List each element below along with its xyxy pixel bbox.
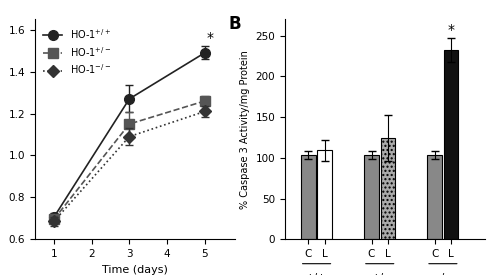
Text: +/-: +/- (372, 273, 388, 275)
Bar (301, 155, 316, 239)
Text: +/+: +/+ (306, 273, 327, 275)
Text: -/-: -/- (438, 273, 448, 275)
Text: B: B (229, 15, 241, 33)
Y-axis label: Relative Cell Growth: Relative Cell Growth (0, 76, 3, 182)
Text: *: * (206, 31, 214, 45)
Text: *: * (448, 23, 454, 37)
Bar (364, 155, 379, 239)
Bar (318, 150, 332, 239)
Y-axis label: % Caspase 3 Activity/mg Protein: % Caspase 3 Activity/mg Protein (240, 50, 250, 209)
Legend: HO-1$^{+/+}$, HO-1$^{+/-}$, HO-1$^{-/-}$: HO-1$^{+/+}$, HO-1$^{+/-}$, HO-1$^{-/-}$ (40, 24, 114, 79)
Bar (428, 155, 442, 239)
Bar (444, 50, 458, 239)
X-axis label: Time (days): Time (days) (102, 265, 168, 274)
Bar (380, 138, 396, 239)
